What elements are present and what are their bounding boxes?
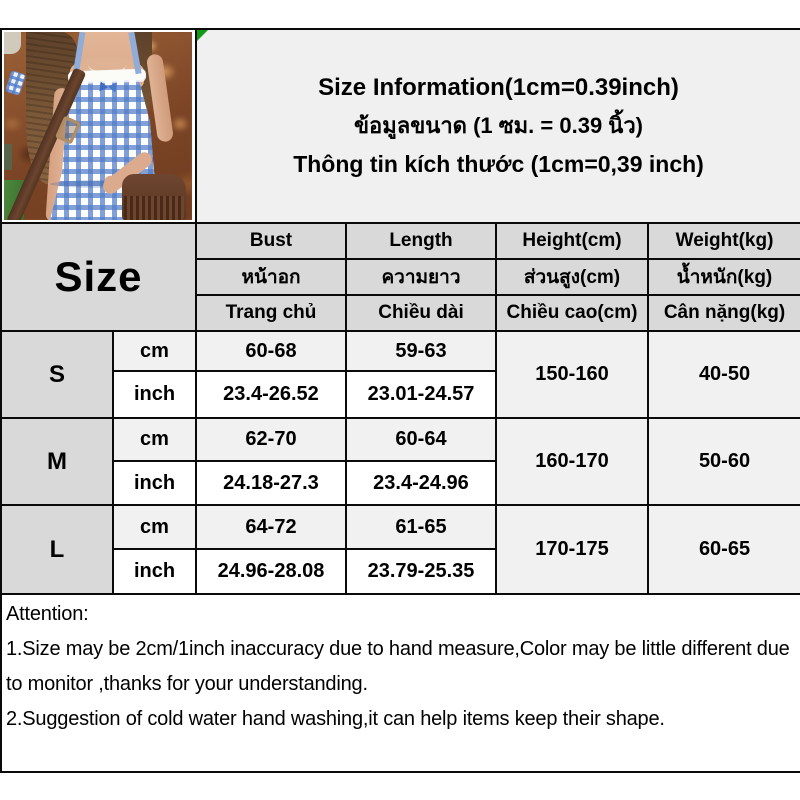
title-vietnamese: Thông tin kích thước (1cm=0,39 inch) <box>293 151 704 177</box>
header-bust-en: Bust <box>195 222 347 260</box>
unit-cm-l: cm <box>112 504 197 550</box>
row-l-inch: inch 24.96-28.08 23.79-25.35 <box>1 548 800 595</box>
unit-inch-m: inch <box>112 460 197 506</box>
photo-green-detail <box>4 144 12 170</box>
size-l-label: L <box>0 504 114 595</box>
size-s-label: S <box>0 330 114 419</box>
title-thai: ข้อมูลขนาด (1 ซม. = 0.39 นิ้ว) <box>354 113 644 138</box>
attention-note-2: 2.Suggestion of cold water hand washing,… <box>6 708 665 730</box>
title-english: Size Information(1cm=0.39inch) <box>318 74 679 101</box>
header-weight-th: น้ำหนัก(kg) <box>646 258 800 296</box>
row-s-inch: inch 23.4-26.52 23.01-24.57 <box>1 370 800 419</box>
header-height-th: ส่วนสูง(cm) <box>495 258 649 296</box>
fringe-bag <box>122 174 186 220</box>
m-weight: 50-60 <box>646 417 800 506</box>
m-bust-inch: 24.18-27.3 <box>195 460 347 506</box>
header-height-vi: Chiều cao(cm) <box>495 294 649 332</box>
header-row-th: หน้าอก ความยาว ส่วนสูง(cm) น้ำหนัก(kg) <box>1 258 800 296</box>
l-bust-inch: 24.96-28.08 <box>195 548 347 595</box>
m-length-cm: 60-64 <box>345 417 497 462</box>
size-m-label: M <box>0 417 114 506</box>
l-height: 170-175 <box>495 504 649 595</box>
s-height: 150-160 <box>495 330 649 419</box>
attention-heading: Attention: <box>6 603 89 625</box>
product-photo <box>4 32 192 220</box>
row-l-cm: L cm 64-72 61-65 170-175 60-65 <box>0 504 800 595</box>
header-length-vi: Chiều dài <box>345 294 497 332</box>
header-length-th: ความยาว <box>345 258 497 296</box>
photo-title-row: Size Information(1cm=0.39inch) ข้อมูลขนา… <box>0 28 800 224</box>
photo-background-object <box>4 32 21 54</box>
size-table: Size Information(1cm=0.39inch) ข้อมูลขนา… <box>0 28 800 595</box>
title-cell: Size Information(1cm=0.39inch) ข้อมูลขนา… <box>194 28 800 224</box>
header-bust-vi: Trang chủ <box>195 294 347 332</box>
l-length-inch: 23.79-25.35 <box>345 548 497 595</box>
unit-inch-l: inch <box>112 548 197 595</box>
title-block: Size Information(1cm=0.39inch) ข้อมูลขนา… <box>198 69 799 183</box>
row-s-cm: S cm 60-68 59-63 150-160 40-50 <box>0 330 800 419</box>
row-m-cm: M cm 62-70 60-64 160-170 50-60 <box>0 417 800 506</box>
s-bust-inch: 23.4-26.52 <box>195 370 347 419</box>
m-length-inch: 23.4-24.96 <box>345 460 497 506</box>
size-header: Size <box>0 222 197 332</box>
l-weight: 60-65 <box>646 504 800 595</box>
m-height: 160-170 <box>495 417 649 506</box>
s-length-inch: 23.01-24.57 <box>345 370 497 419</box>
row-m-inch: inch 24.18-27.3 23.4-24.96 <box>1 460 800 506</box>
attention-note-1: 1.Size may be 2cm/1inch inaccuracy due t… <box>6 638 790 695</box>
unit-inch-s: inch <box>112 370 197 419</box>
header-bust-th: หน้าอก <box>195 258 347 296</box>
header-weight-vi: Cân nặng(kg) <box>646 294 800 332</box>
s-weight: 40-50 <box>646 330 800 419</box>
header-row-en: Size Bust Length Height(cm) Weight(kg) <box>0 222 800 332</box>
product-photo-cell <box>0 28 197 224</box>
corner-flag-icon <box>198 31 208 41</box>
header-weight-en: Weight(kg) <box>646 222 800 260</box>
header-height-en: Height(cm) <box>495 222 649 260</box>
unit-cm-s: cm <box>112 330 197 372</box>
m-bust-cm: 62-70 <box>195 417 347 462</box>
header-row-vi: Trang chủ Chiều dài Chiều cao(cm) Cân nặ… <box>1 294 800 332</box>
unit-cm-m: cm <box>112 417 197 462</box>
l-length-cm: 61-65 <box>345 504 497 550</box>
dress-bow-right <box>107 81 117 93</box>
s-length-cm: 59-63 <box>345 330 497 372</box>
s-bust-cm: 60-68 <box>195 330 347 372</box>
header-length-en: Length <box>345 222 497 260</box>
l-bust-cm: 64-72 <box>195 504 347 550</box>
attention-box: Attention: 1.Size may be 2cm/1inch inacc… <box>0 593 800 773</box>
